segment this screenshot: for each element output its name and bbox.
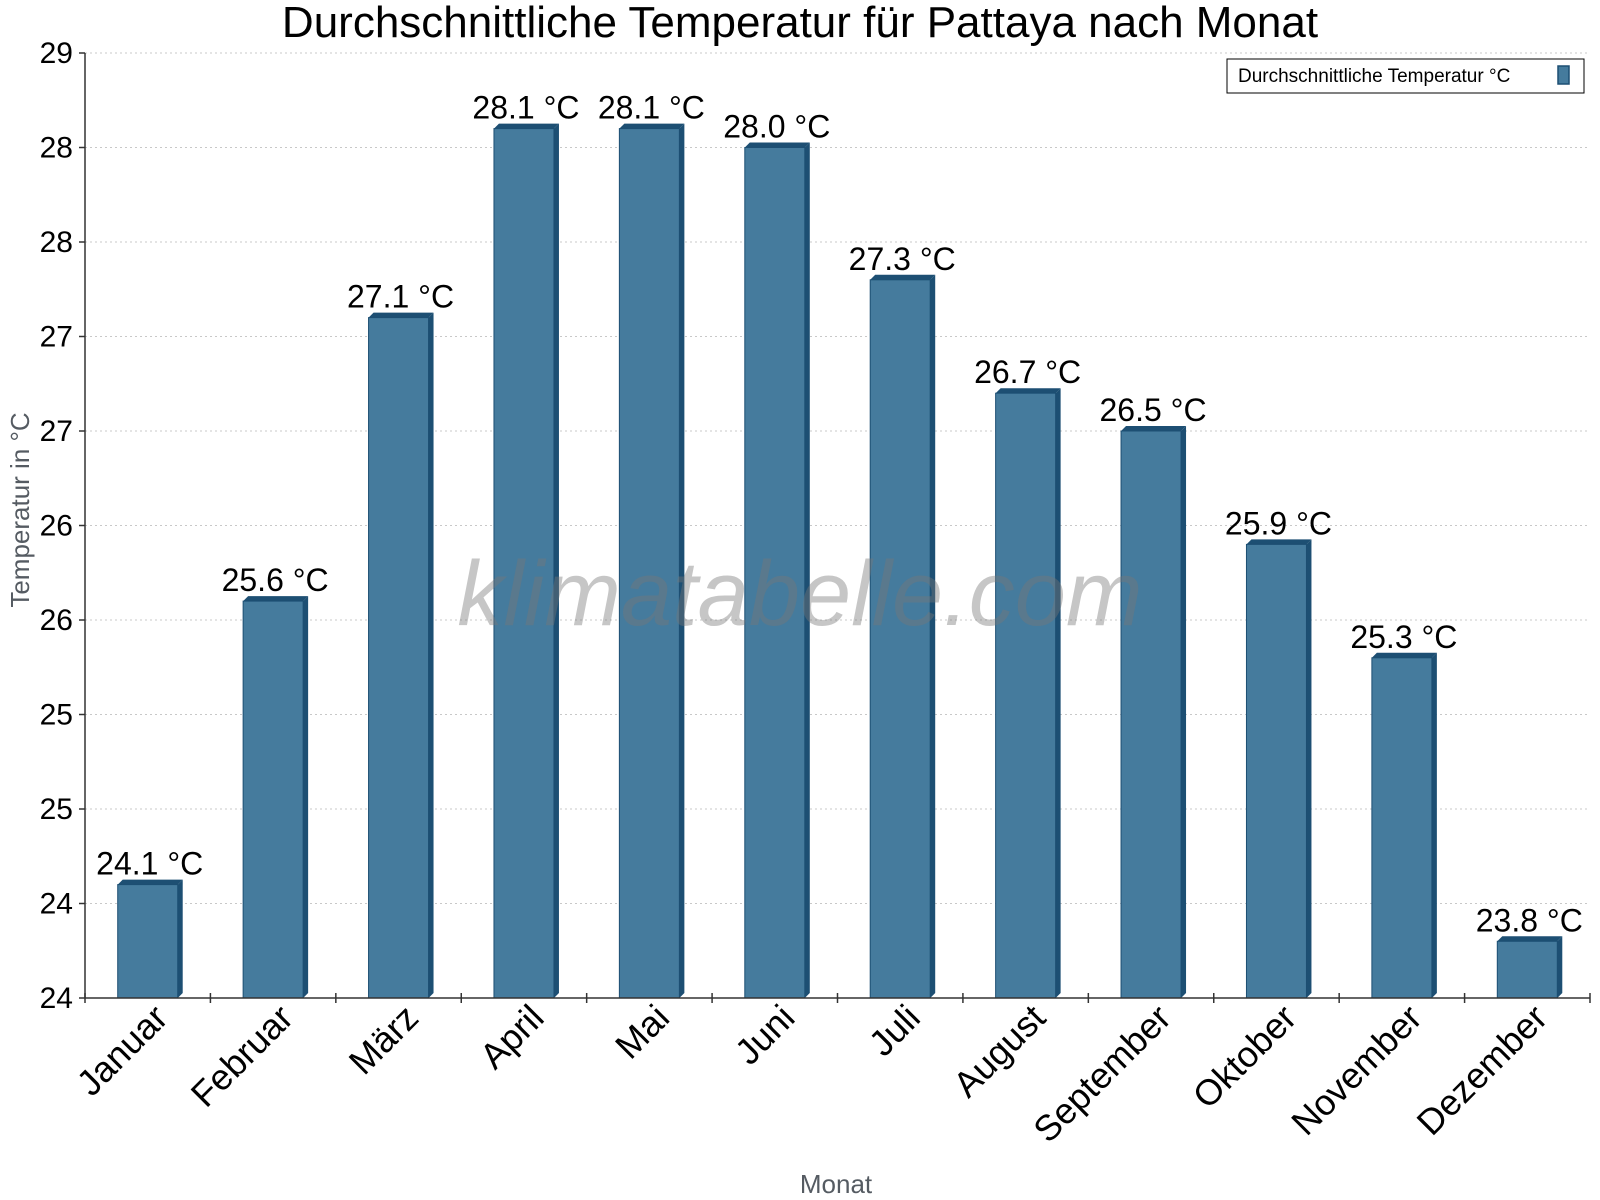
bar-group bbox=[618, 123, 685, 999]
bar-value-label: 26.5 °C bbox=[1100, 392, 1207, 428]
y-tick-label: 27 bbox=[40, 415, 73, 448]
y-tick-label: 29 bbox=[40, 37, 73, 70]
bar-top bbox=[1497, 936, 1563, 942]
bar-group bbox=[869, 274, 936, 999]
bar-group bbox=[242, 596, 309, 999]
bar-top bbox=[619, 123, 685, 129]
bar-side bbox=[428, 312, 434, 999]
bar-top bbox=[117, 879, 183, 885]
bar-side bbox=[303, 596, 309, 998]
bar-group bbox=[1120, 426, 1187, 999]
bar-side bbox=[1055, 388, 1061, 998]
bar-top bbox=[243, 596, 309, 602]
bar-top bbox=[1371, 652, 1437, 658]
legend: Durchschnittliche Temperatur °C bbox=[1226, 58, 1585, 94]
bar bbox=[368, 317, 430, 999]
bar-side bbox=[1431, 652, 1437, 998]
bar-top bbox=[1121, 426, 1187, 431]
bar-value-label: 23.8 °C bbox=[1476, 902, 1583, 938]
x-tick-label: November bbox=[1283, 997, 1429, 1143]
x-tick-label: Mai bbox=[607, 997, 677, 1067]
y-tick-label: 28 bbox=[40, 132, 73, 165]
x-tick-label: Juni bbox=[727, 997, 803, 1073]
bar-top bbox=[1246, 539, 1312, 545]
bar bbox=[493, 128, 555, 999]
y-tick-label: 24 bbox=[40, 888, 73, 921]
x-tick-label: Dezember bbox=[1409, 997, 1555, 1143]
bar-side bbox=[553, 123, 559, 999]
bar-value-label: 26.7 °C bbox=[974, 354, 1081, 390]
y-axis-label: Temperatur in °C bbox=[5, 412, 35, 607]
y-tick-label: 26 bbox=[40, 510, 73, 543]
y-tick-label: 26 bbox=[40, 604, 73, 637]
legend-label: Durchschnittliche Temperatur °C bbox=[1238, 66, 1510, 87]
value-labels-layer: 24.1 °C 25.6 °C 27.1 °C 28.1 °C 28.1 °C 28.0 … bbox=[96, 90, 1583, 939]
watermark: klimatabelle.com bbox=[457, 543, 1142, 645]
bar-value-label: 25.6 °C bbox=[222, 562, 329, 598]
x-tick-label: Oktober bbox=[1185, 997, 1305, 1117]
x-tick-label: August bbox=[945, 997, 1053, 1105]
bar-value-label: 27.3 °C bbox=[849, 241, 956, 277]
bar-top bbox=[995, 388, 1061, 394]
bar-value-label: 24.1 °C bbox=[96, 846, 203, 882]
chart-title: Durchschnittliche Temperatur für Pattaya… bbox=[282, 0, 1318, 47]
legend-box bbox=[1226, 58, 1585, 94]
bar-top bbox=[744, 142, 810, 148]
bar-group bbox=[995, 388, 1061, 999]
bar-value-label: 28.0 °C bbox=[723, 109, 830, 145]
bar-value-label: 25.3 °C bbox=[1350, 619, 1457, 655]
bar-side bbox=[177, 879, 183, 998]
bar-top bbox=[870, 274, 936, 280]
bar-value-label: 25.9 °C bbox=[1225, 505, 1332, 541]
legend-swatch bbox=[1557, 65, 1570, 85]
bar-side bbox=[930, 274, 936, 998]
bar bbox=[1496, 940, 1558, 999]
x-axis-label: Monat bbox=[800, 1169, 873, 1199]
y-tick-label: 25 bbox=[40, 699, 73, 732]
grid-layer bbox=[85, 52, 1590, 904]
bar-group bbox=[117, 879, 183, 999]
bars-layer bbox=[117, 123, 1563, 999]
bar bbox=[744, 147, 806, 999]
bar-top bbox=[493, 123, 559, 129]
bar bbox=[1120, 430, 1182, 999]
bar-value-label: 28.1 °C bbox=[472, 90, 579, 126]
y-tick-label: 25 bbox=[40, 793, 73, 826]
bar-top bbox=[368, 312, 434, 318]
bar-side bbox=[804, 142, 810, 998]
x-tick-label: März bbox=[341, 997, 427, 1083]
bar-value-label: 27.1 °C bbox=[347, 279, 454, 315]
bar-side bbox=[1181, 426, 1187, 998]
bar-side bbox=[679, 123, 685, 999]
bar-group bbox=[493, 123, 559, 999]
x-tick-label: Juli bbox=[861, 997, 928, 1064]
bar-side bbox=[1306, 539, 1312, 998]
bar bbox=[117, 884, 179, 999]
bar bbox=[242, 600, 304, 999]
y-tick-label: 24 bbox=[40, 982, 73, 1015]
bar-group bbox=[1245, 539, 1312, 999]
bar-group bbox=[1371, 652, 1437, 999]
bar bbox=[618, 128, 680, 999]
bar-side bbox=[1557, 936, 1563, 998]
x-tick-label: Januar bbox=[69, 997, 176, 1104]
bar bbox=[1245, 543, 1307, 999]
bar-value-label: 28.1 °C bbox=[598, 90, 705, 126]
bar-group bbox=[744, 142, 810, 999]
x-tick-label: Februar bbox=[183, 997, 301, 1115]
bar-group bbox=[368, 312, 434, 999]
y-tick-label: 27 bbox=[40, 321, 73, 354]
x-tick-label: April bbox=[472, 997, 552, 1077]
y-tick-label: 28 bbox=[40, 226, 73, 259]
x-tick-label: September bbox=[1025, 997, 1179, 1151]
bar bbox=[995, 392, 1057, 999]
bar bbox=[869, 279, 931, 999]
bar bbox=[1371, 657, 1433, 999]
bar-group bbox=[1496, 936, 1563, 999]
